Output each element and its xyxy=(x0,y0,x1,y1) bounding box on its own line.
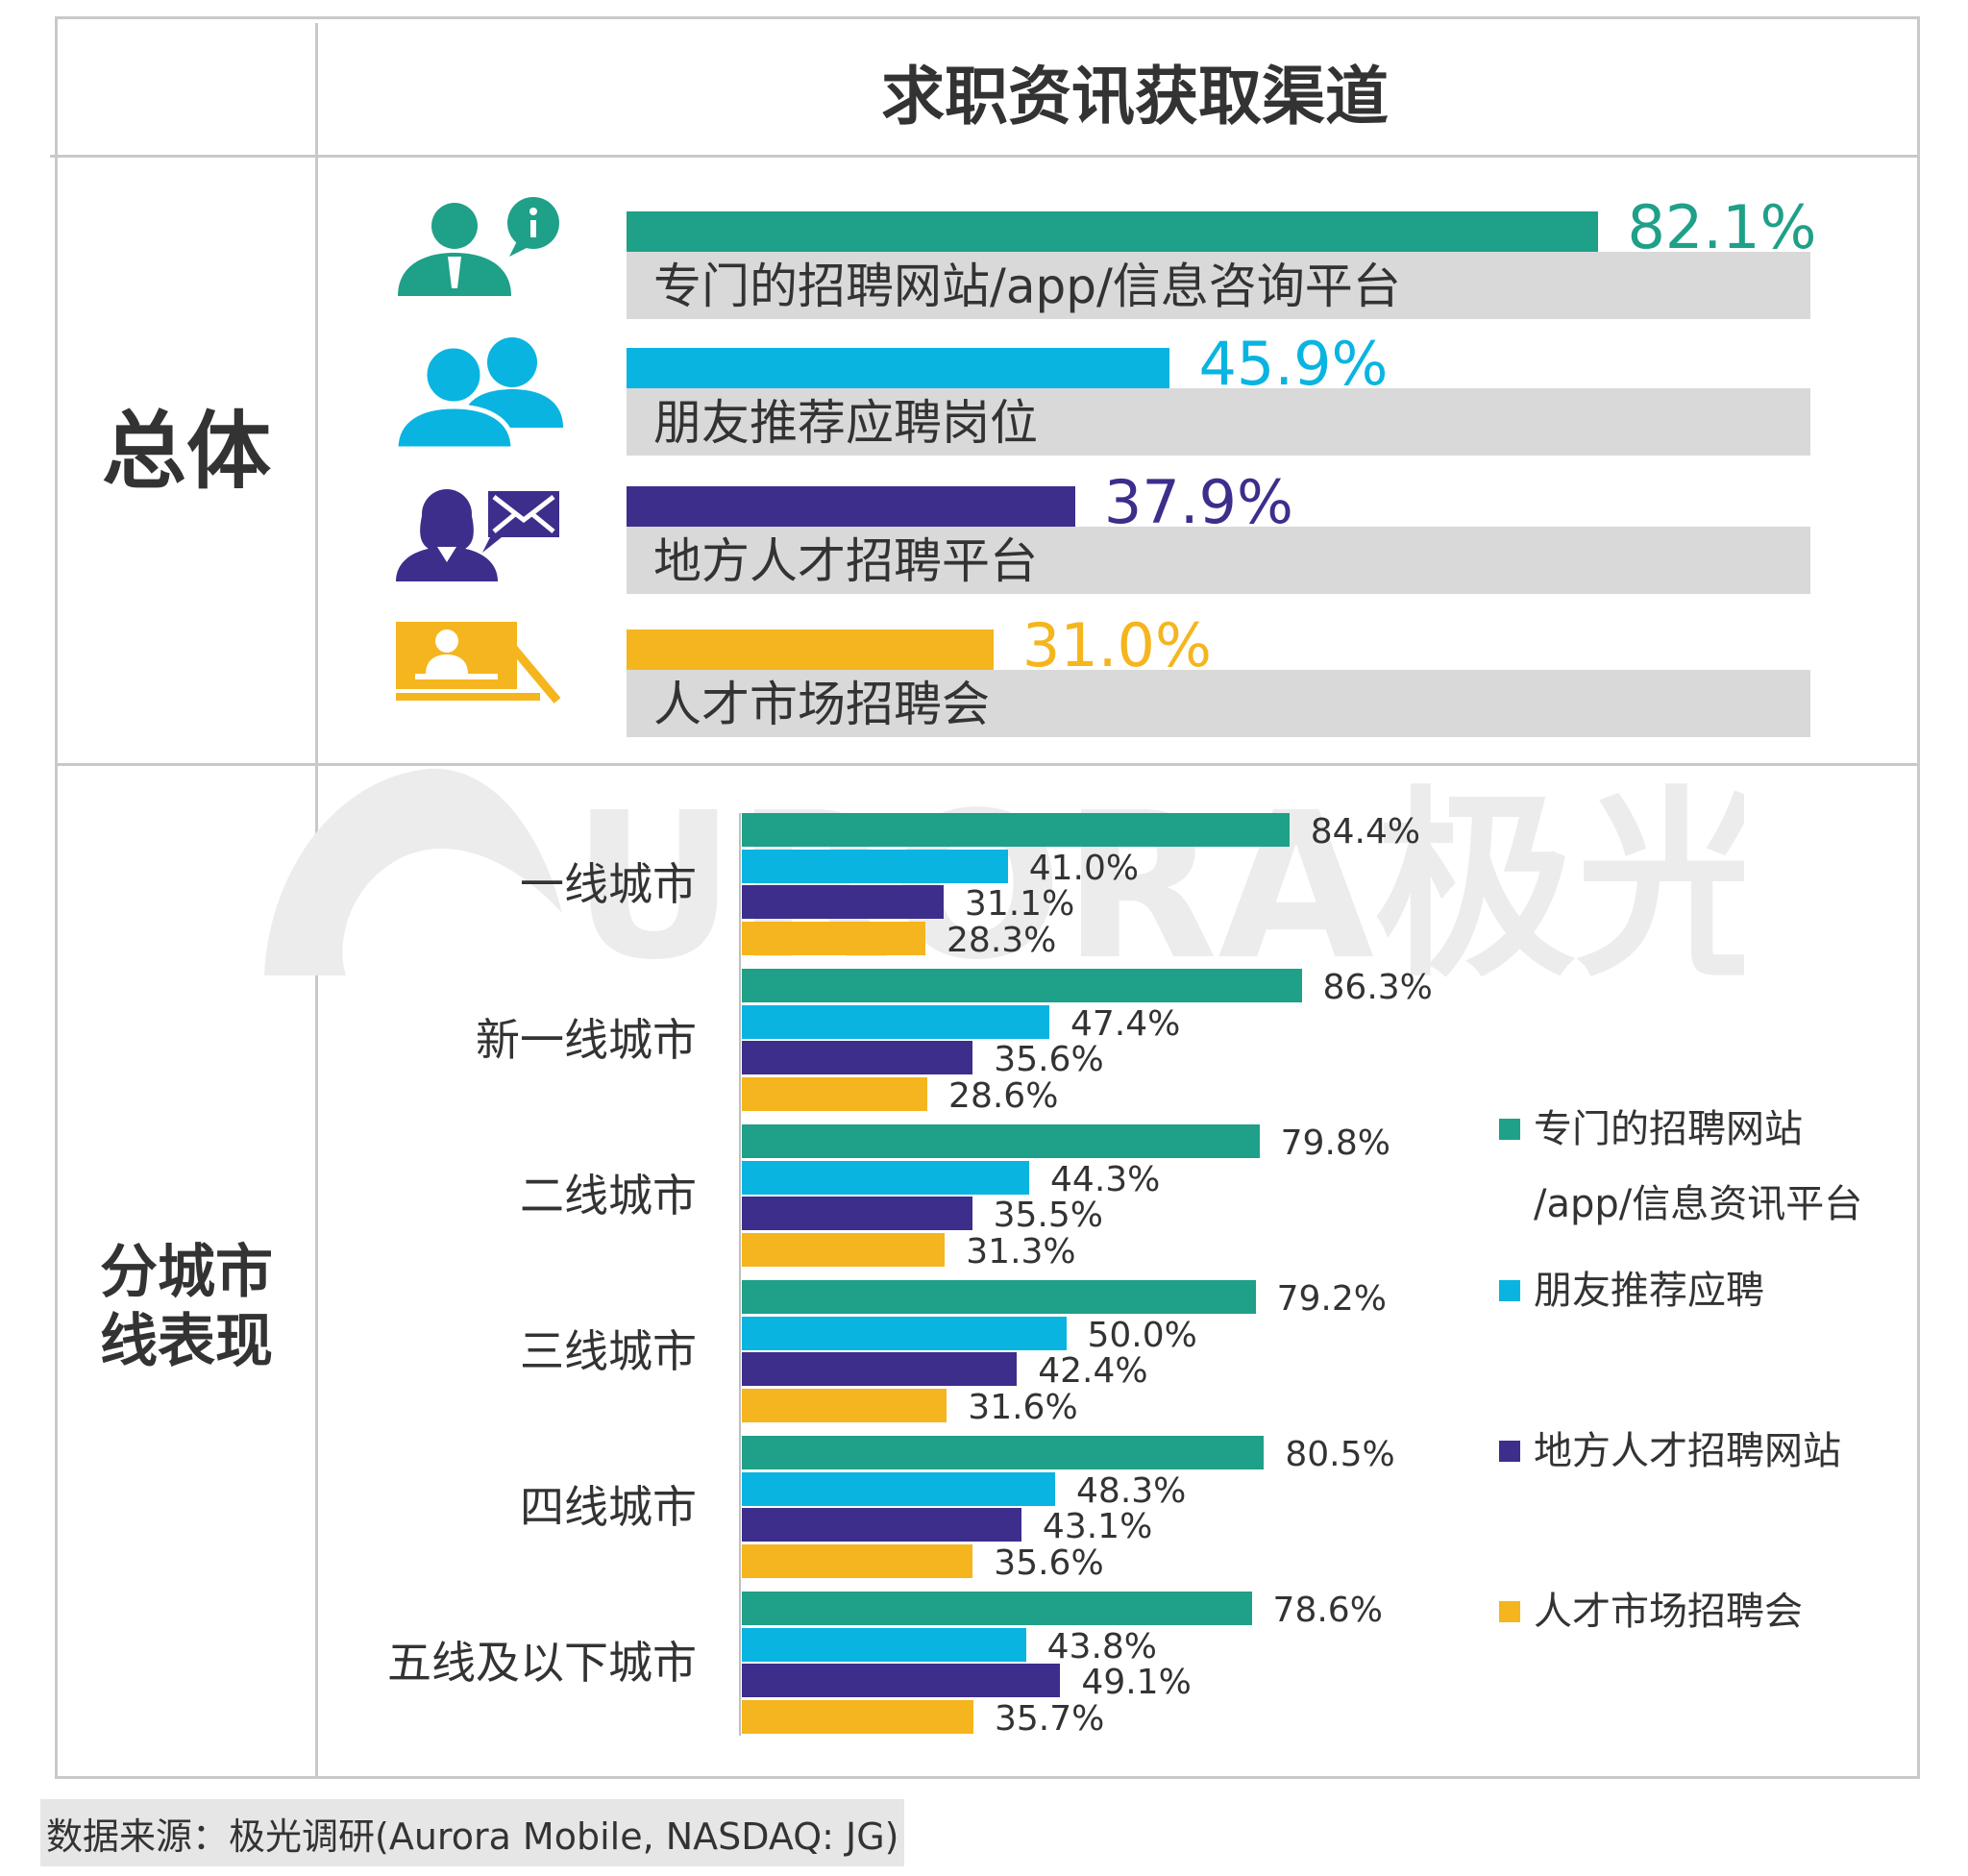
row-label-overall: 总体 xyxy=(101,402,271,501)
city-bar-value-label: 42.4% xyxy=(1038,1351,1148,1391)
legend-label: /app/信息资讯平台 xyxy=(1534,1182,1863,1226)
city-tier-label: 四线城市 xyxy=(520,1481,697,1533)
city-bar xyxy=(742,1280,1256,1314)
city-bar xyxy=(742,1004,1049,1039)
city-bar-value-label: 50.0% xyxy=(1087,1315,1197,1355)
consultant-info-icon xyxy=(394,197,562,302)
chart-title: 求职资讯获取渠道 xyxy=(881,60,1389,134)
city-bar-value-label: 79.2% xyxy=(1276,1279,1387,1319)
city-bar-value-label: 31.3% xyxy=(966,1231,1076,1271)
two-people-icon xyxy=(393,332,567,456)
overall-bar xyxy=(627,486,1075,527)
overall-bar-category-label: 地方人才招聘平台 xyxy=(653,533,1038,589)
city-bar xyxy=(742,1197,972,1230)
city-tier-label: 三线城市 xyxy=(520,1325,697,1377)
city-bar xyxy=(742,1160,1030,1195)
city-bar-value-label: 31.1% xyxy=(964,884,1075,924)
legend-label: 人才市场招聘会 xyxy=(1534,1590,1803,1634)
city-bar xyxy=(742,1124,1260,1158)
city-bar xyxy=(742,1592,1252,1625)
city-bar-value-label: 31.6% xyxy=(968,1387,1078,1427)
legend-swatch xyxy=(1499,1441,1520,1462)
city-bar-value-label: 48.3% xyxy=(1076,1470,1187,1511)
city-tier-label: 新一线城市 xyxy=(476,1014,697,1066)
city-bar xyxy=(742,1316,1067,1350)
overall-bar-track xyxy=(627,670,1810,737)
city-bar xyxy=(742,1352,1018,1386)
city-bar-value-label: 28.3% xyxy=(947,920,1057,960)
overall-bar xyxy=(627,348,1170,388)
city-bar xyxy=(742,1508,1021,1542)
city-bar-value-label: 78.6% xyxy=(1272,1591,1383,1630)
city-bar-value-label: 41.0% xyxy=(1028,848,1140,888)
header-divider xyxy=(50,155,1920,158)
city-bar-value-label: 35.7% xyxy=(994,1698,1105,1739)
city-bar xyxy=(742,849,1008,883)
overall-bar-category-label: 专门的招聘网站/app/信息咨询平台 xyxy=(653,259,1401,314)
legend-swatch xyxy=(1499,1119,1520,1140)
frame-bottom-border xyxy=(55,1776,1920,1779)
legend-swatch xyxy=(1499,1601,1520,1622)
city-bar-value-label: 80.5% xyxy=(1285,1435,1395,1474)
city-tier-label: 一线城市 xyxy=(520,858,697,910)
city-bar-value-label: 44.3% xyxy=(1050,1159,1161,1199)
city-bar-value-label: 35.6% xyxy=(994,1543,1104,1583)
city-bar xyxy=(742,1627,1026,1662)
woman-mail-icon xyxy=(394,485,562,585)
section-divider xyxy=(55,763,1920,766)
city-bar-value-label: 79.8% xyxy=(1280,1123,1391,1163)
overall-bar-category-label: 朋友推荐应聘岗位 xyxy=(653,395,1038,451)
city-bar xyxy=(742,1699,973,1734)
city-bar-value-label: 28.6% xyxy=(948,1075,1059,1116)
city-bar xyxy=(742,1543,973,1578)
overall-bar-track xyxy=(627,527,1810,594)
overall-bar-track xyxy=(627,388,1810,456)
city-bar-value-label: 86.3% xyxy=(1322,968,1433,1007)
city-bar-value-label: 43.1% xyxy=(1042,1507,1153,1546)
overall-bar xyxy=(627,629,994,670)
frame-left-border xyxy=(55,16,58,1778)
city-bar xyxy=(742,1471,1056,1506)
city-bar-value-label: 47.4% xyxy=(1070,1003,1181,1044)
city-bar xyxy=(742,1076,928,1111)
overall-bar-value-label: 37.9% xyxy=(1103,467,1293,537)
overall-bar xyxy=(627,211,1599,252)
city-bar xyxy=(742,1664,1061,1697)
row-label-city-tier-line2: 线表现 xyxy=(100,1308,273,1375)
city-bar xyxy=(742,1041,973,1074)
presentation-board-icon xyxy=(394,620,562,710)
data-source-footer: 数据来源：极光调研(Aurora Mobile, NASDAQ: JG) xyxy=(40,1799,905,1866)
city-tier-label: 五线及以下城市 xyxy=(387,1637,697,1689)
city-bar xyxy=(742,969,1302,1002)
city-bar-value-label: 35.5% xyxy=(993,1196,1103,1235)
legend-swatch xyxy=(1499,1280,1520,1301)
legend-label: 地方人才招聘网站 xyxy=(1534,1429,1841,1473)
overall-bar-category-label: 人才市场招聘会 xyxy=(653,677,990,732)
row-label-city-tier: 分城市 线表现 xyxy=(58,1238,315,1376)
city-tier-label: 二线城市 xyxy=(520,1170,697,1222)
city-bar xyxy=(742,885,944,919)
city-bar xyxy=(742,1436,1265,1469)
overall-bar-value-label: 45.9% xyxy=(1198,329,1389,399)
city-bar xyxy=(742,1232,946,1267)
city-bar-value-label: 35.6% xyxy=(994,1040,1104,1079)
overall-bar-track xyxy=(627,252,1810,319)
overall-bar-value-label: 82.1% xyxy=(1627,192,1817,262)
city-bar xyxy=(742,813,1290,847)
city-bar-value-label: 43.8% xyxy=(1046,1626,1158,1666)
city-bar-value-label: 49.1% xyxy=(1081,1663,1192,1702)
frame-right-border xyxy=(1917,16,1920,1778)
city-bar xyxy=(742,921,926,955)
frame-top-border xyxy=(55,16,1920,19)
city-bar-value-label: 84.4% xyxy=(1310,812,1421,852)
overall-bar-value-label: 31.0% xyxy=(1021,610,1212,680)
legend-label: 朋友推荐应聘 xyxy=(1534,1269,1764,1313)
city-bar xyxy=(742,1388,947,1422)
city-chart-axis-line xyxy=(739,813,741,1736)
legend-label: 专门的招聘网站 xyxy=(1534,1107,1803,1151)
row-label-city-tier-line1: 分城市 xyxy=(100,1239,273,1306)
